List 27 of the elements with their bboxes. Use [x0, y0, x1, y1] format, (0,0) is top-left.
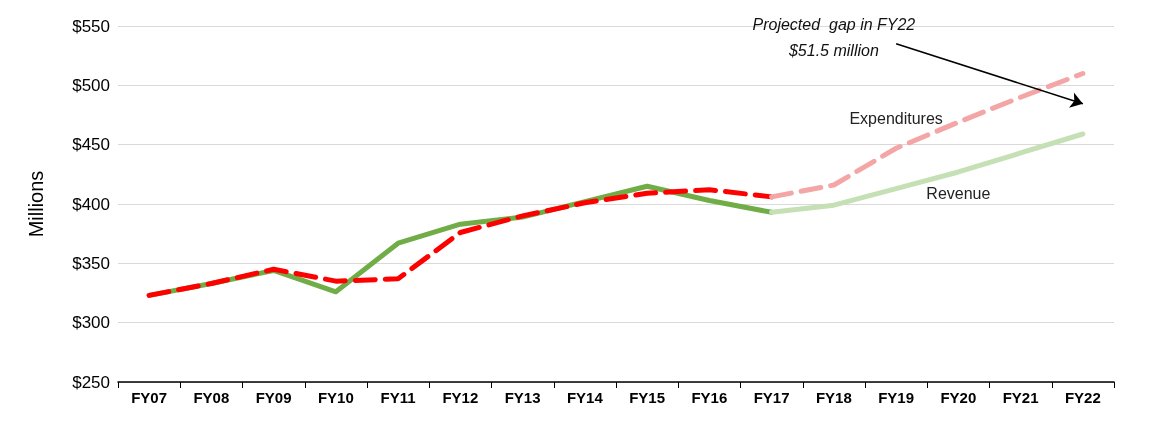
x-tick-label: FY17 — [753, 389, 790, 406]
series-label: Revenue — [926, 185, 991, 203]
series-label: Expenditures — [849, 109, 943, 127]
y-tick-label: $550 — [72, 16, 110, 36]
x-tick-label: FY20 — [940, 389, 977, 406]
x-tick-label: FY21 — [1002, 389, 1039, 406]
x-tick-label: FY19 — [878, 389, 915, 406]
x-tick-label: FY15 — [629, 389, 666, 406]
y-tick-label: $300 — [72, 313, 110, 333]
y-axis-title: Millions — [25, 170, 47, 238]
x-tick-label: FY18 — [815, 389, 852, 406]
y-tick-label: $500 — [72, 75, 110, 95]
x-tick-label: FY12 — [442, 389, 479, 406]
y-tick-label: $250 — [72, 372, 110, 392]
y-tick-label: $350 — [72, 253, 110, 273]
x-tick-label: FY08 — [193, 389, 230, 406]
x-tick-label: FY22 — [1064, 389, 1101, 406]
y-tick-label: $450 — [72, 135, 110, 155]
x-tick-label: FY07 — [131, 389, 168, 406]
x-tick-label: FY11 — [380, 389, 416, 406]
x-tick-label: FY13 — [504, 389, 541, 406]
x-tick-label: FY09 — [255, 389, 292, 406]
x-tick-label: FY14 — [566, 389, 604, 406]
y-tick-label: $400 — [72, 194, 110, 214]
x-tick-label: FY10 — [317, 389, 354, 406]
x-tick-label: FY16 — [691, 389, 728, 406]
annotation: Projected gap in FY22 $51.5 million — [752, 16, 916, 60]
